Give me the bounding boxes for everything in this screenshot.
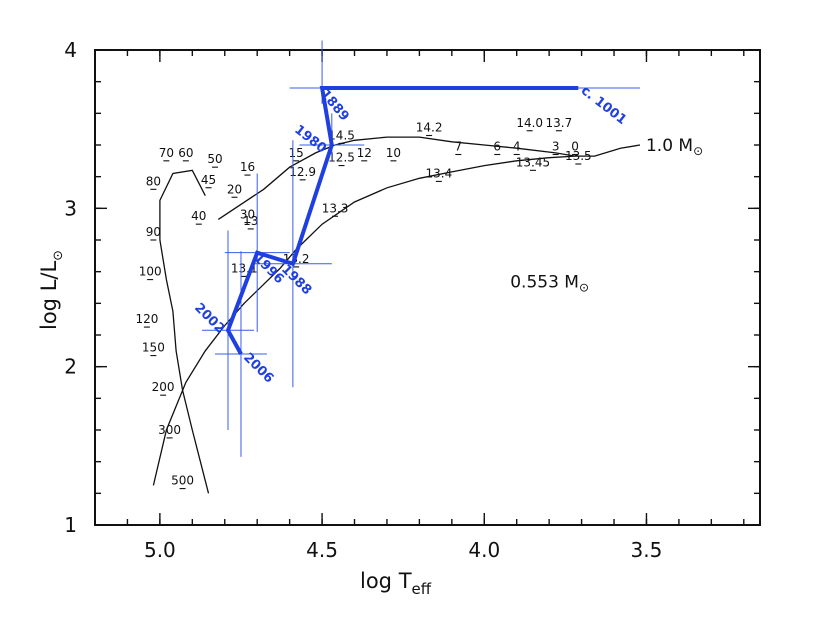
age-label: 4 bbox=[513, 140, 521, 154]
y-tick-label: 3 bbox=[64, 196, 77, 220]
x-tick-label: 5.0 bbox=[144, 538, 176, 562]
age-label: 15 bbox=[288, 146, 303, 160]
age-label: 50 bbox=[207, 152, 222, 166]
x-tick-label: 3.5 bbox=[631, 538, 663, 562]
age-label: 500 bbox=[171, 474, 194, 488]
mass-label-main: 1.0 M bbox=[646, 136, 693, 156]
age-label: 40 bbox=[191, 209, 206, 223]
age-label: 100 bbox=[139, 265, 162, 279]
obs-year-label: 2002 bbox=[191, 300, 227, 336]
y-tick-label: 4 bbox=[64, 38, 77, 62]
age-label: 30 bbox=[240, 208, 255, 222]
age-label: 13.3 bbox=[322, 201, 349, 215]
mass-label-main: 0.553 M bbox=[510, 273, 579, 293]
age-label: 12.9 bbox=[289, 165, 316, 179]
age-label: 16 bbox=[240, 160, 255, 174]
age-label: 300 bbox=[158, 423, 181, 437]
plot-frame bbox=[94, 49, 761, 526]
y-tick-label: 1 bbox=[64, 513, 77, 537]
track-line-1 bbox=[152, 155, 576, 486]
age-label: 20 bbox=[227, 182, 242, 196]
mass-label: 1.0 M⊙ bbox=[646, 136, 703, 158]
age-label: 10 bbox=[386, 146, 401, 160]
mass-label-sub: ⊙ bbox=[579, 281, 589, 295]
mass-label-sub: ⊙ bbox=[693, 144, 703, 158]
obs-year-label: 1889 bbox=[317, 87, 352, 124]
age-label: 13.4 bbox=[425, 166, 452, 180]
age-label: 6 bbox=[493, 140, 501, 154]
age-label: 90 bbox=[146, 225, 161, 239]
obs-year-label: c. 1001 bbox=[578, 83, 629, 128]
age-label: 13 bbox=[243, 214, 258, 228]
x-tick-label: 4.0 bbox=[468, 538, 500, 562]
age-label: 3 bbox=[552, 140, 560, 154]
age-label: 200 bbox=[152, 380, 175, 394]
y-tick-label: 2 bbox=[64, 355, 77, 379]
mass-label: 0.553 M⊙ bbox=[510, 273, 589, 295]
age-label: 13.45 bbox=[516, 155, 550, 169]
age-label: 70 bbox=[159, 146, 174, 160]
age-label: 14.5 bbox=[328, 128, 355, 142]
age-label: 13.7 bbox=[546, 116, 573, 130]
age-label: 0 bbox=[571, 140, 579, 154]
age-label: 120 bbox=[135, 312, 158, 326]
age-label: 14.0 bbox=[516, 116, 543, 130]
age-label: 150 bbox=[142, 341, 165, 355]
x-tick-label: 4.5 bbox=[306, 538, 338, 562]
y-axis-label: log L/L⊙ bbox=[37, 250, 66, 330]
age-label: 12.5 bbox=[328, 151, 355, 165]
age-label: 12 bbox=[357, 146, 372, 160]
obs-year-label: 2006 bbox=[240, 350, 276, 386]
age-label: 14.2 bbox=[416, 121, 443, 135]
age-label: 45 bbox=[201, 173, 216, 187]
age-label: 13.5 bbox=[565, 149, 592, 163]
x-axis-label: log Teff bbox=[360, 569, 432, 598]
track-line-2 bbox=[159, 169, 210, 494]
age-label: 7 bbox=[454, 140, 462, 154]
age-label: 80 bbox=[146, 174, 161, 188]
track-line-0 bbox=[217, 136, 641, 220]
age-label: 60 bbox=[178, 146, 193, 160]
observed-path-line bbox=[225, 86, 579, 355]
